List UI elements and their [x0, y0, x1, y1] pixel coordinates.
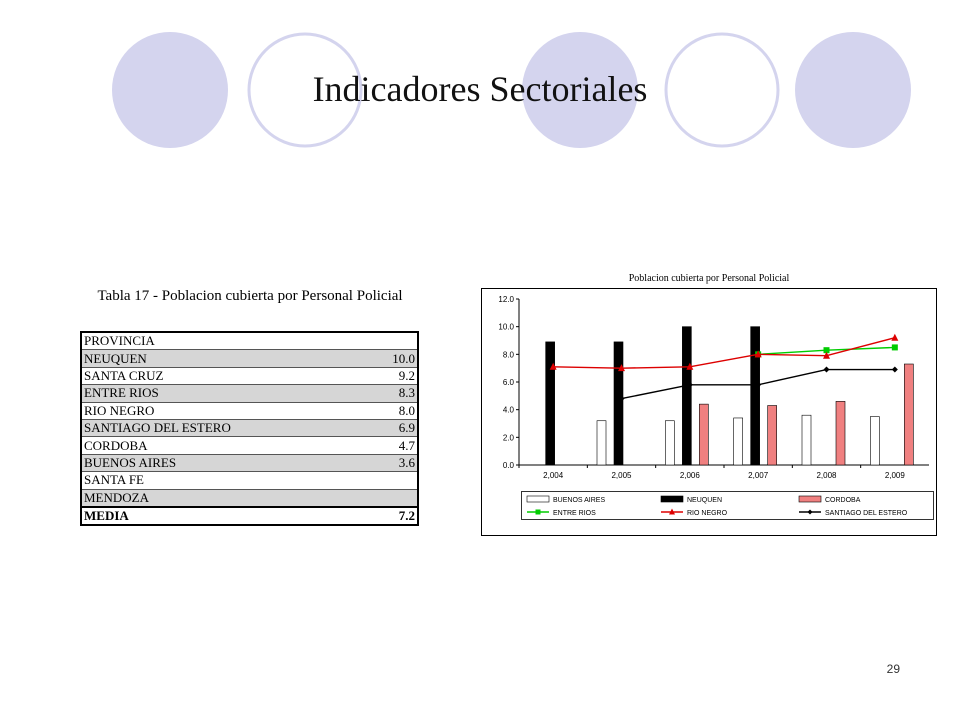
y-tick-label: 12.0: [498, 295, 514, 304]
media-value: 7.2: [373, 505, 418, 526]
circle-ring-2: [664, 32, 780, 148]
point-rio-negro: [686, 362, 694, 370]
bar-buenos-aires: [801, 414, 812, 466]
province-value: 4.7: [373, 436, 418, 455]
province-name: MENDOZA: [81, 489, 373, 508]
chart-title: Poblacion cubierta por Personal Policial: [629, 273, 790, 284]
y-tick-label: 2.0: [503, 433, 515, 442]
legend-label: BUENOS AIRES: [553, 497, 605, 504]
line-rio-negro: [553, 337, 896, 369]
legend-label: RIO NEGRO: [687, 510, 728, 517]
media-label: MEDIA: [81, 505, 373, 526]
table-footer-row: MEDIA 7.2: [81, 505, 418, 526]
province-value: 9.2: [373, 367, 418, 386]
bar-buenos-aires: [870, 416, 880, 466]
x-tick-label: 2,009: [885, 471, 906, 480]
data-table: PROVINCIA NEUQUEN 10.0 SANTA CRUZ 9.2 EN…: [80, 331, 419, 527]
point-rio-negro: [754, 350, 762, 358]
slide-title: Indicadores Sectoriales: [312, 69, 648, 109]
table-row: RIO NEGRO 8.0: [81, 402, 418, 420]
province-name: SANTA FE: [81, 471, 373, 490]
x-tick-label: 2,004: [543, 471, 564, 480]
y-tick-label: 8.0: [503, 350, 515, 359]
x-tick-label: 2,006: [680, 471, 701, 480]
decorative-circles: [112, 32, 911, 148]
y-tick-label: 6.0: [503, 378, 515, 387]
x-tick-label: 2,007: [748, 471, 769, 480]
y-tick-label: 10.0: [498, 323, 514, 332]
legend-label: ENTRE RIOS: [553, 510, 596, 517]
point-rio-negro: [549, 362, 557, 370]
table-row: SANTA FE: [81, 471, 418, 490]
table-row: NEUQUEN 10.0: [81, 349, 418, 368]
legend-swatch: [526, 495, 550, 503]
point-santiago-del-estero: [755, 381, 762, 388]
legend-label: NEUQUEN: [687, 497, 722, 504]
bar-neuquen: [682, 326, 692, 466]
bar-buenos-aires: [733, 417, 743, 466]
province-value: 3.6: [373, 454, 418, 473]
circle-filled-3: [795, 32, 911, 148]
legend-marker: [535, 509, 541, 515]
table-row: CORDOBA 4.7: [81, 436, 418, 455]
page-number: 29: [886, 662, 900, 676]
legend-label: SANTIAGO DEL ESTERO: [825, 510, 908, 517]
province-value: [373, 489, 418, 508]
province-value: 10.0: [373, 349, 418, 368]
circle-ring-1: [247, 32, 363, 148]
bar-cordoba: [835, 401, 846, 466]
table-header-cell: PROVINCIA: [81, 332, 418, 351]
legend-marker: [807, 509, 813, 515]
point-rio-negro: [618, 364, 625, 372]
table-row: SANTA CRUZ 9.2: [81, 367, 418, 386]
bar-buenos-aires: [596, 420, 607, 466]
y-tick-label: 0.0: [503, 461, 515, 470]
province-value: 8.3: [373, 384, 418, 403]
legend-swatch: [660, 495, 684, 503]
legend-marker: [669, 508, 675, 515]
province-name: NEUQUEN: [81, 349, 373, 368]
bar-neuquen: [613, 341, 624, 466]
province-value: 8.0: [373, 402, 418, 420]
legend-label: CORDOBA: [825, 497, 861, 504]
chart: Poblacion cubierta por Personal Policial…: [481, 273, 937, 536]
province-value: [373, 471, 418, 490]
point-santiago-del-estero: [618, 395, 625, 402]
point-santiago-del-estero: [891, 366, 898, 373]
bar-cordoba: [904, 363, 914, 466]
legend-swatch: [798, 495, 822, 503]
table-title: Tabla 17 - Poblacion cubierta por Person…: [97, 288, 403, 304]
bar-neuquen: [545, 341, 555, 466]
point-santiago-del-estero: [686, 381, 693, 388]
province-name: RIO NEGRO: [81, 402, 373, 420]
circle-filled-1: [112, 32, 228, 148]
point-entre-rios: [891, 344, 898, 351]
bar-neuquen: [750, 326, 760, 466]
province-name: BUENOS AIRES: [81, 454, 373, 473]
point-entre-rios: [823, 347, 830, 354]
bar-buenos-aires: [665, 420, 675, 466]
table-row: BUENOS AIRES 3.6: [81, 454, 418, 473]
province-name: SANTIAGO DEL ESTERO: [81, 419, 373, 438]
point-santiago-del-estero: [823, 366, 830, 373]
y-tick-label: 4.0: [503, 406, 515, 415]
circle-filled-2: [522, 32, 638, 148]
bar-cordoba: [767, 405, 777, 466]
province-value: 6.9: [373, 419, 418, 438]
table-row: MENDOZA: [81, 489, 418, 508]
point-rio-negro: [823, 351, 830, 359]
legend-box: [521, 491, 934, 520]
table-header-row: PROVINCIA: [81, 332, 418, 351]
province-name: SANTA CRUZ: [81, 367, 373, 386]
bar-cordoba: [699, 403, 709, 466]
x-tick-label: 2,005: [611, 471, 632, 480]
x-tick-label: 2,008: [816, 471, 837, 480]
point-rio-negro: [891, 333, 899, 341]
province-name: CORDOBA: [81, 436, 373, 455]
province-name: ENTRE RIOS: [81, 384, 373, 403]
table-row: SANTIAGO DEL ESTERO 6.9: [81, 419, 418, 438]
table-row: ENTRE RIOS 8.3: [81, 384, 418, 403]
